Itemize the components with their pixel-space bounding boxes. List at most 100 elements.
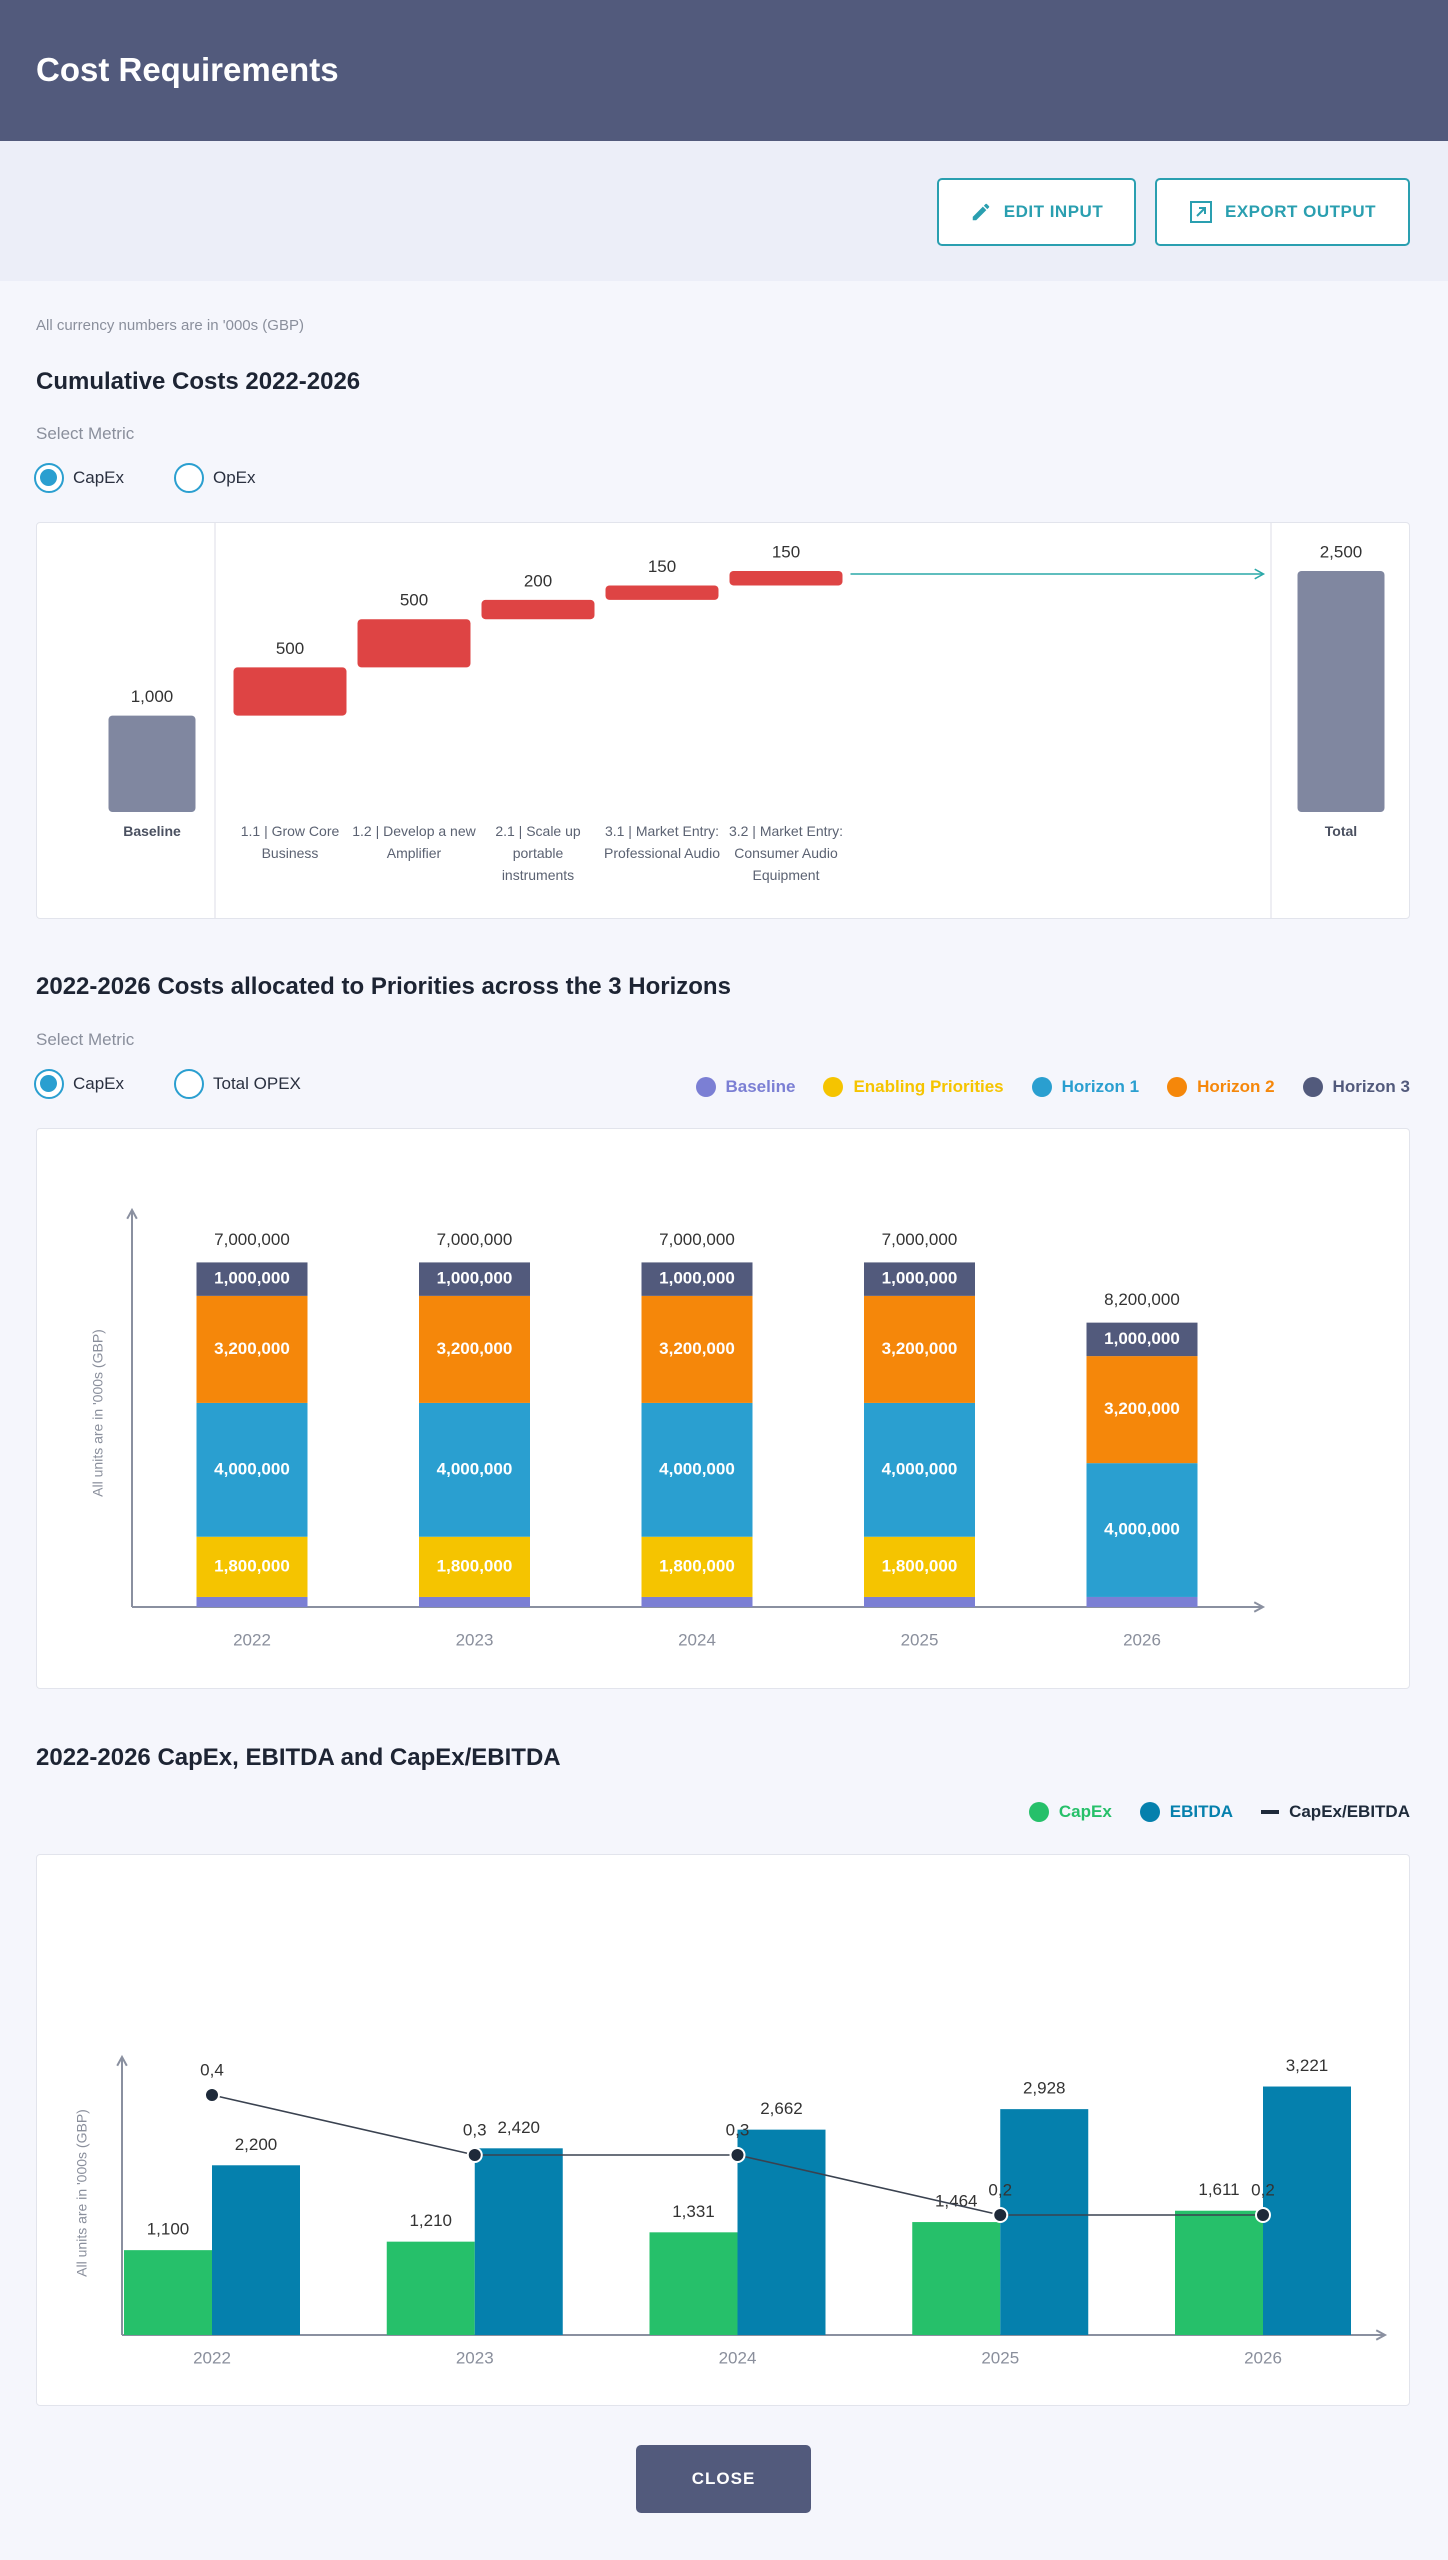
- bar: [212, 2165, 300, 2335]
- category-label: 3.2 | Market Entry: Consumer Audio Equip…: [728, 823, 844, 883]
- bar-segment: [419, 1596, 530, 1607]
- y-axis-label: All units are in '000s (GBP): [74, 2109, 90, 2277]
- bar-segment: [641, 1596, 753, 1607]
- bar: [605, 585, 719, 600]
- bar: [1263, 2086, 1351, 2335]
- bar-segment: [419, 1536, 530, 1597]
- x-tick-label: 2022: [193, 2348, 231, 2367]
- category-label: 1.2 | Develop a new Amplifier: [352, 823, 476, 861]
- ratio-marker: [729, 2147, 746, 2163]
- chart-box: All units are in '000s (GBP) 1,800,000 4,0…: [36, 1128, 1410, 1689]
- x-tick-label: 2026: [1244, 2348, 1282, 2367]
- metric-label: Select Metric: [36, 423, 135, 443]
- x-tick-label: 2023: [456, 2348, 494, 2367]
- legend-label: Horizon 2: [1197, 1077, 1275, 1096]
- category-label: Total: [1324, 823, 1358, 839]
- radio-button[interactable]: [174, 1069, 204, 1099]
- button-label: EXPORT OUTPUT: [1224, 202, 1376, 221]
- edit-input-button[interactable]: EDIT INPUT: [937, 178, 1136, 246]
- legend-label: Horizon 3: [1332, 1077, 1410, 1096]
- segment-label: 1,000,000: [437, 1269, 513, 1288]
- bar-segment: [864, 1596, 975, 1607]
- ratio-marker: [1255, 2207, 1271, 2223]
- legend-swatch: [695, 1077, 716, 1097]
- ratio-label: 0,2: [988, 2180, 1012, 2199]
- section-title: 2022-2026 Costs allocated to Priorities …: [36, 972, 731, 1000]
- ratio-marker: [204, 2087, 220, 2103]
- x-tick-label: 2025: [981, 2348, 1019, 2367]
- legend-item: CapEx/EBITDA: [1261, 1802, 1410, 1822]
- bar: [481, 599, 595, 620]
- value-label: 1,464: [935, 2192, 978, 2211]
- bar-segment: [864, 1262, 975, 1296]
- page-title: Cost Requirements: [36, 51, 339, 88]
- bar: [357, 619, 471, 668]
- bar-segment: [1086, 1463, 1198, 1597]
- segment-label: 3,200,000: [1104, 1399, 1180, 1418]
- total-label: 7,000,000: [437, 1230, 513, 1249]
- bar-segment: [196, 1262, 308, 1296]
- radio-button[interactable]: [174, 463, 204, 493]
- x-tick-label: 2026: [1123, 1630, 1161, 1649]
- value-label: 500: [276, 639, 304, 658]
- currency-note: All currency numbers are in '000s (GBP): [36, 317, 304, 334]
- bar-segment: [864, 1295, 975, 1403]
- value-label: 1,210: [409, 2211, 452, 2230]
- segment-label: 1,000,000: [882, 1269, 958, 1288]
- bar: [729, 571, 843, 586]
- bar-segment: [196, 1402, 308, 1537]
- value-label: 2,500: [1320, 542, 1363, 561]
- legend: Baseline Enabling Priorities Horizon 1 Hori…: [695, 1075, 1410, 1099]
- close-button[interactable]: CLOSE: [636, 2445, 811, 2513]
- segment-label: 1,800,000: [437, 1556, 513, 1575]
- total-label: 7,000,000: [882, 1230, 958, 1249]
- arrow-head: [1375, 2329, 1388, 2341]
- radio-button[interactable]: [34, 463, 64, 493]
- radio-label: CapEx: [73, 467, 125, 487]
- export-output-button[interactable]: EXPORT OUTPUT: [1155, 178, 1410, 246]
- x-tick-label: 2023: [456, 1630, 494, 1649]
- chart: All units are in '000s (GBP) 1,100 1,210 1,…: [74, 2054, 1388, 2367]
- bar: [912, 2222, 1001, 2335]
- segment-label: 4,000,000: [1104, 1520, 1180, 1539]
- value-label: 2,662: [760, 2099, 803, 2118]
- value-label: 150: [648, 557, 676, 576]
- total-label: 7,000,000: [659, 1230, 735, 1249]
- category-label: 1.1 | Grow Core Business: [240, 823, 340, 861]
- x-tick-label: 2024: [678, 1630, 716, 1649]
- legend: CapEx EBITDA CapEx/EBITDA: [1028, 1800, 1410, 1824]
- bar-segment: [196, 1596, 308, 1607]
- value-label: 2,420: [497, 2118, 540, 2137]
- section-title: 2022-2026 CapEx, EBITDA and CapEx/EBITDA: [36, 1743, 561, 1771]
- bar-segment: [196, 1295, 308, 1403]
- chart: 1,000 500 500 200 150 150 2,500: [108, 523, 1385, 918]
- value-label: 1,000: [131, 687, 174, 706]
- arrow-head: [1254, 568, 1266, 580]
- legend-swatch: [1302, 1077, 1323, 1097]
- bar-segment: [419, 1262, 530, 1296]
- section-title: Cumulative Costs 2022-2026: [36, 367, 361, 395]
- bar: [1297, 571, 1385, 812]
- radio-button[interactable]: [34, 1069, 64, 1099]
- category-label: 3.1 | Market Entry: Professional Audio: [604, 823, 720, 861]
- category-label: Baseline: [123, 823, 181, 839]
- legend-swatch: [1028, 1802, 1049, 1822]
- arrow-head: [116, 2054, 128, 2067]
- chart-box: All units are in '000s (GBP) 1,100 1,210 1,…: [36, 1854, 1410, 2406]
- value-label: 3,221: [1286, 2056, 1329, 2075]
- pencil-icon: [972, 203, 990, 221]
- legend-swatch: [1139, 1802, 1160, 1822]
- legend-item: Horizon 2: [1167, 1077, 1275, 1097]
- total-label: 8,200,000: [1104, 1290, 1180, 1309]
- x-tick-label: 2025: [901, 1630, 939, 1649]
- button-label: EDIT INPUT: [1003, 202, 1104, 221]
- legend-item: EBITDA: [1139, 1802, 1233, 1822]
- segment-label: 3,200,000: [882, 1339, 958, 1358]
- bar: [108, 715, 196, 812]
- total-label: 7,000,000: [214, 1230, 290, 1249]
- radio-dot: [40, 1075, 57, 1092]
- ratio-marker: [466, 2147, 483, 2163]
- segment-label: 4,000,000: [882, 1459, 958, 1478]
- bar-segment: [641, 1295, 753, 1403]
- bar: [1175, 2210, 1263, 2335]
